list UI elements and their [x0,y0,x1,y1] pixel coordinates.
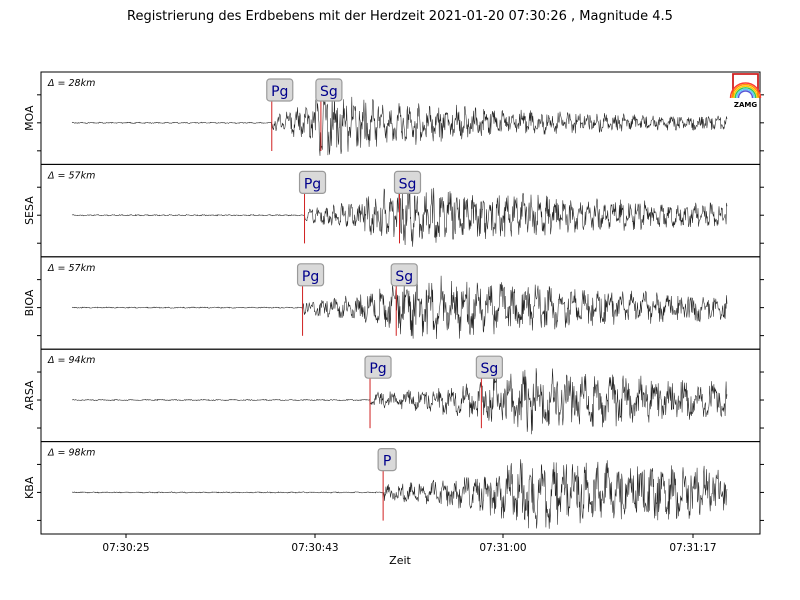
phase-box [364,355,392,379]
phase-label-pg: Pg [271,84,288,100]
x-axis-label: Zeit [389,554,411,567]
logo-arc [736,88,755,99]
waveform-moa [71,88,728,156]
x-tick-label: 07:30:25 [102,542,149,554]
panel-sesa: SESA Δ = 57km Pg Sg [23,163,764,258]
phase-label-pg: Pg [302,269,319,285]
phase-label-pg: Pg [304,176,321,192]
phase-box [475,355,503,379]
phase-box [390,263,418,287]
waveform-bioa [71,273,728,340]
x-tick-label: 07:30:43 [291,542,338,554]
panel-bioa: BIOA Δ = 57km Pg Sg [23,256,764,350]
logo-text: ZAMG [734,101,757,109]
panel-frame [40,441,761,535]
station-label-moa: MOA [23,105,36,131]
distance-label: Δ = 94km [47,355,95,366]
distance-label: Δ = 98km [47,448,95,459]
phase-label-p: P [383,454,391,470]
station-label-sesa: SESA [23,196,36,225]
zamg-logo: ZAMG [729,73,762,109]
waveform-arsa [71,368,728,435]
chart-title: Registrierung des Erdbebens mit der Herd… [127,9,673,24]
phase-label-sg: Sg [399,176,417,192]
waveform-kba [72,459,728,529]
x-tick-label: 07:31:00 [479,542,526,554]
phase-box [315,78,343,102]
phase-box [377,448,397,472]
logo-arc [734,87,757,99]
phase-box [296,263,325,287]
station-label-arsa: ARSA [23,380,36,410]
phase-label-sg: Sg [480,361,498,377]
logo-arc [733,85,758,99]
logo-arc [731,83,760,99]
phase-label-pg: Pg [369,361,386,377]
phase-box [298,170,327,194]
panel-arsa: ARSA Δ = 94km Pg Sg [23,348,764,443]
distance-label: Δ = 57km [47,263,95,274]
phase-box [266,78,294,102]
station-label-bioa: BIOA [23,289,36,316]
distance-label: Δ = 28km [47,78,95,89]
distance-label: Δ = 57km [47,170,95,181]
logo-arc [729,82,762,99]
phase-label-sg: Sg [395,269,413,285]
x-tick-label: 07:31:17 [669,542,716,554]
logo-frame [732,73,759,97]
panel-kba: KBA Δ = 98km P [23,441,764,535]
phase-label-sg: Sg [320,84,338,100]
logo-arc [737,90,754,99]
phase-box [393,170,422,194]
panel-frame [40,71,761,165]
panel-moa: MOA Δ = 28km Pg Sg [23,71,764,165]
station-label-kba: KBA [23,476,36,499]
